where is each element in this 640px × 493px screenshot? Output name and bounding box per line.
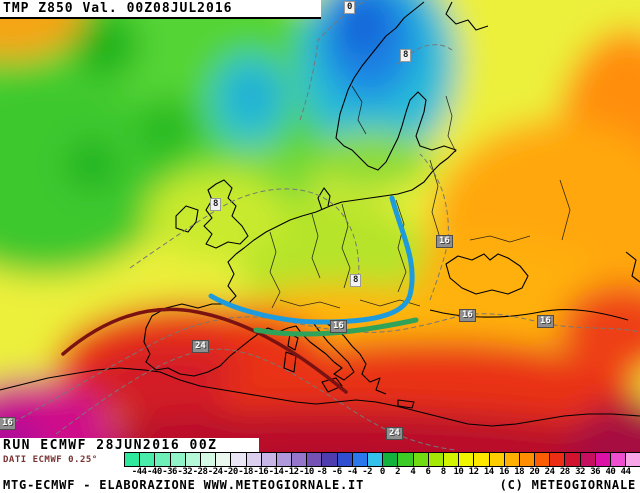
colorbar-tick: -24: [207, 467, 223, 477]
colorbar-tick: -12: [283, 467, 299, 477]
map-title: TMP Z850 Val. 00Z08JUL2016: [0, 0, 321, 19]
run-info: RUN ECMWF 28JUN2016 00Z: [0, 438, 259, 453]
colorbar-tick: -40: [147, 467, 162, 477]
colorbar-tick: -8: [316, 467, 327, 477]
colorbar-tick: 18: [514, 467, 525, 477]
credit-text: MTG-ECMWF - ELABORAZIONE WWW.METEOGIORNA…: [3, 478, 365, 492]
trough-line-blue: [208, 195, 415, 325]
colorbar-tick: 16: [499, 467, 509, 477]
colorbar-tick: 0: [379, 467, 385, 477]
colorbar-cell: [428, 453, 444, 466]
colorbar-cell: [125, 453, 141, 466]
colorbar-cell: [185, 453, 201, 466]
colorbar-tick: 44: [620, 467, 631, 477]
colorbar-cell: [261, 453, 277, 466]
colorbar-cell: [170, 453, 186, 466]
colorbar-cell: [443, 453, 460, 466]
colorbar-cell: [246, 453, 262, 466]
colorbar-cell: [535, 453, 551, 466]
colorbar-cell: [580, 453, 596, 466]
colorbar-cell: [322, 453, 338, 466]
data-source-label: DATI ECMWF 0.25°: [3, 455, 98, 465]
colorbar-tick: 4: [410, 467, 416, 477]
colorbar-tick: 20: [529, 467, 540, 477]
colorbar-tick: 24: [544, 467, 555, 477]
colorbar-cell: [626, 453, 640, 466]
colorbar-tick-labels: -44 -40 -36 -32 -28 -24 -20 -18 -16 -14 -12 -10 -8 -6…: [124, 467, 640, 477]
colorbar-cell: [216, 453, 232, 466]
colorbar-cell: [489, 453, 505, 466]
copyright-text: (C) METEOGIORNALE: [499, 478, 636, 492]
colorbar-cell: [550, 453, 566, 466]
colorbar-cell: [565, 453, 581, 466]
colorbar-tick: 2: [395, 467, 401, 477]
colorbar-cell: [459, 453, 475, 466]
colorbar-cell: [337, 453, 353, 466]
colorbar-cell: [413, 453, 429, 466]
colorbar-cell: [519, 453, 536, 466]
colorbar-tick: -36: [162, 467, 177, 477]
colorbar-tick: -14: [268, 467, 284, 477]
colorbar-tick: 6: [425, 467, 431, 477]
ridge-line-dark-red: [61, 307, 348, 394]
colorbar-tick: -2: [362, 467, 373, 477]
colorbar-tick: -18: [238, 467, 253, 477]
annotations: [61, 195, 419, 394]
map-area: 0 8 8 8 16 16 16 16 16 24 24: [0, 0, 640, 452]
colorbar-cell: [276, 453, 293, 466]
colorbar-tick: -32: [177, 467, 193, 477]
colorbar-cell: [200, 453, 217, 466]
colorbar-cell: [398, 453, 414, 466]
colorbar-tick: 40: [605, 467, 616, 477]
colorbar-cell: [504, 453, 520, 466]
colorbar-cell: [611, 453, 627, 466]
colorbar-cell: [155, 453, 171, 466]
colorbar-tick: -4: [347, 467, 357, 477]
temperature-field-map: [0, 0, 640, 452]
colorbar-cell: [231, 453, 247, 466]
colorbar-tick: 10: [453, 467, 464, 477]
colorbar-tick: -16: [253, 467, 269, 477]
temperature-colorbar: [124, 452, 640, 467]
colorbar-tick: -6: [331, 467, 342, 477]
colorbar-tick: 8: [440, 467, 446, 477]
colorbar-tick: -44: [131, 467, 147, 477]
temperature-field: [0, 0, 640, 452]
country-borders: [269, 85, 571, 309]
front-line-green: [253, 317, 419, 337]
coastlines: [0, 1, 640, 427]
colorbar-cell: [368, 453, 384, 466]
colorbar-tick: -20: [223, 467, 238, 477]
colorbar-cell: [383, 453, 399, 466]
colorbar-tick: 32: [575, 467, 585, 477]
colorbar-tick: 36: [590, 467, 601, 477]
colorbar-tick: 12: [468, 467, 479, 477]
colorbar-cell: [140, 453, 156, 466]
colorbar-cell: [292, 453, 308, 466]
footer: DATI ECMWF 0.25° -44 -40 -36 -32 -28 -24 -20 -1…: [0, 452, 640, 493]
colorbar-tick: -10: [299, 467, 314, 477]
colorbar-tick: 28: [559, 467, 570, 477]
colorbar-cell: [474, 453, 490, 466]
colorbar-cell: [352, 453, 368, 466]
colorbar-tick: -28: [192, 467, 208, 477]
colorbar-cell: [307, 453, 323, 466]
colorbar-cell: [595, 453, 611, 466]
colorbar-tick: 14: [483, 467, 494, 477]
